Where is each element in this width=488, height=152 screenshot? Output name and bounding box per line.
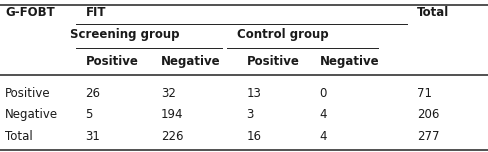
Text: FIT: FIT <box>85 6 106 19</box>
Text: 226: 226 <box>161 130 183 143</box>
Text: Screening group: Screening group <box>70 28 179 41</box>
Text: 277: 277 <box>417 130 440 143</box>
Text: 13: 13 <box>246 87 261 100</box>
Text: 4: 4 <box>320 108 327 121</box>
Text: 4: 4 <box>320 130 327 143</box>
Text: Total: Total <box>5 130 33 143</box>
Text: Positive: Positive <box>85 55 138 68</box>
Text: Positive: Positive <box>5 87 50 100</box>
Text: 5: 5 <box>85 108 93 121</box>
Text: Negative: Negative <box>5 108 58 121</box>
Text: G-FOBT: G-FOBT <box>5 6 55 19</box>
Text: 71: 71 <box>417 87 432 100</box>
Text: 3: 3 <box>246 108 254 121</box>
Text: 16: 16 <box>246 130 262 143</box>
Text: 194: 194 <box>161 108 183 121</box>
Text: 0: 0 <box>320 87 327 100</box>
Text: Total: Total <box>417 6 449 19</box>
Text: Negative: Negative <box>320 55 379 68</box>
Text: 26: 26 <box>85 87 101 100</box>
Text: 206: 206 <box>417 108 440 121</box>
Text: Positive: Positive <box>246 55 299 68</box>
Text: 31: 31 <box>85 130 100 143</box>
Text: Control group: Control group <box>237 28 329 41</box>
Text: Negative: Negative <box>161 55 221 68</box>
Text: 32: 32 <box>161 87 176 100</box>
